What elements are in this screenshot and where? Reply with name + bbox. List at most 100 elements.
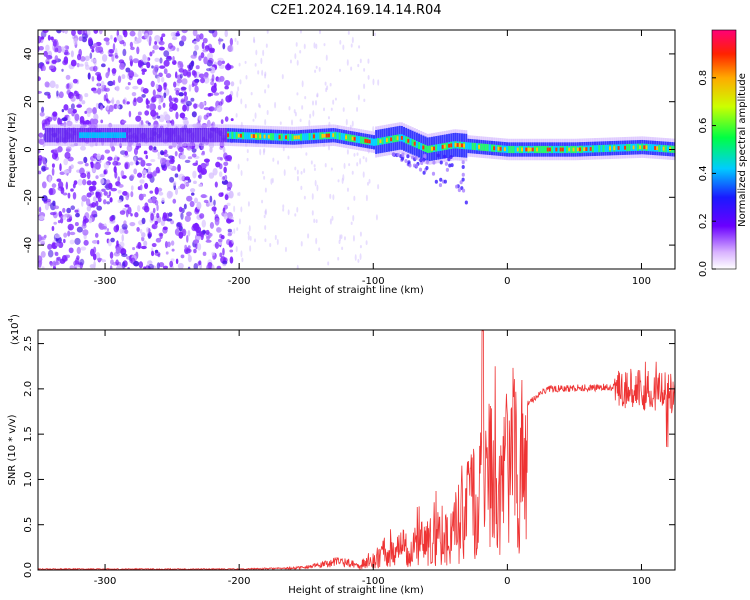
spectrogram-noise-cell bbox=[173, 81, 177, 88]
spectrogram-noise-cell bbox=[332, 194, 335, 201]
spectrogram-noise-cell bbox=[203, 199, 209, 204]
spectrogram-noise-cell bbox=[168, 95, 172, 103]
spectrogram-noise-cell bbox=[203, 107, 210, 111]
spectrogram-noise-cell bbox=[238, 218, 241, 225]
spectrogram-ridge-core bbox=[651, 144, 654, 152]
spectrogram-ridge-core bbox=[604, 144, 607, 153]
spectrogram-noise-cell bbox=[239, 79, 242, 85]
spectrogram-noise-cell bbox=[247, 234, 250, 241]
spectrogram-noise-cell bbox=[82, 215, 87, 222]
spectrogram-noise-cell bbox=[184, 215, 191, 222]
spectrogram-noise-cell bbox=[195, 65, 200, 70]
spectrogram-noise-cell bbox=[173, 97, 179, 104]
spectrogram-tail-cell bbox=[422, 170, 426, 175]
spectrogram-noise-cell bbox=[88, 217, 93, 224]
snr-x-tick-label: -200 bbox=[228, 576, 251, 587]
spectrogram-tail-cell bbox=[434, 179, 438, 184]
spectrogram-noise-cell bbox=[97, 80, 100, 89]
spectrogram-noise-cell bbox=[84, 162, 89, 167]
spectrogram-ridge-core bbox=[272, 133, 275, 141]
spectrogram-noise-cell bbox=[294, 111, 297, 117]
spectrogram-noise-cell bbox=[135, 37, 142, 44]
spectrogram-noise-cell bbox=[198, 183, 203, 187]
spectrogram-noise-cell bbox=[47, 249, 54, 258]
spectrogram-noise-cell bbox=[202, 251, 207, 257]
spectrogram-noise-cell bbox=[80, 246, 87, 251]
spectrogram-noise-cell bbox=[261, 170, 264, 175]
spectrogram-noise-cell bbox=[38, 154, 43, 161]
spectrogram-y-tick-label: 0 bbox=[23, 146, 34, 152]
spectrogram-tail-cell bbox=[414, 155, 418, 160]
snr-frame bbox=[37, 329, 676, 571]
spectrogram-noise-cell bbox=[116, 105, 120, 109]
spectrogram-ridge-core bbox=[538, 145, 541, 154]
spectrogram-ridge-core bbox=[304, 133, 307, 141]
spectrogram-ridge-core bbox=[330, 131, 333, 139]
spectrogram-ridge-peak bbox=[413, 141, 416, 146]
spectrogram-noise-cell bbox=[54, 251, 59, 257]
spectrogram-tail-cell bbox=[418, 167, 423, 172]
snr-y-tick-label: 1.0 bbox=[23, 471, 34, 487]
spectrogram-noise-cell bbox=[62, 207, 66, 213]
spectrogram-noise-cell bbox=[213, 92, 220, 96]
spectrogram-noise-cell bbox=[141, 71, 145, 75]
spectrogram-noise-cell bbox=[70, 188, 74, 192]
spectrogram-noise-cell bbox=[72, 192, 77, 200]
spectrogram-noise-cell bbox=[45, 167, 49, 171]
spectrogram-noise-cell bbox=[229, 256, 234, 264]
spectrogram-noise-cell bbox=[114, 55, 119, 59]
spectrogram-noise-cell bbox=[56, 45, 63, 54]
spectrogram-noise-cell bbox=[133, 156, 137, 165]
spectrogram-ridge-core bbox=[508, 145, 511, 154]
spectrogram-ridge-core bbox=[630, 143, 633, 152]
spectrogram-noise-cell bbox=[118, 59, 125, 64]
spectrogram-noise-cell bbox=[106, 104, 110, 111]
spectrogram-noise-cell bbox=[209, 221, 215, 229]
spectrogram-noise-cell bbox=[294, 166, 297, 171]
spectrogram-noise-cell bbox=[354, 254, 357, 261]
spectrogram-noise-cell bbox=[324, 81, 327, 86]
spectrogram-noise-cell bbox=[40, 236, 46, 241]
spectrogram-noise-cell bbox=[264, 225, 267, 231]
spectrogram-noise-cell bbox=[318, 247, 321, 252]
spectrogram-ridge-core bbox=[649, 144, 652, 152]
spectrogram-noise-cell bbox=[92, 153, 98, 159]
spectrogram-noise-cell bbox=[150, 109, 157, 117]
spectrogram-noise-cell bbox=[293, 109, 296, 114]
spectrogram-noise-cell bbox=[172, 55, 175, 62]
spectrogram-tail-cell bbox=[439, 177, 443, 182]
spectrogram-noise-cell bbox=[197, 242, 202, 251]
spectrogram-noise-cell bbox=[287, 209, 290, 216]
spectrogram-noise-cell bbox=[159, 65, 166, 69]
spectrogram-ridge-peak bbox=[632, 145, 635, 150]
spectrogram-noise-cell bbox=[91, 240, 99, 244]
spectrogram-noise-cell bbox=[274, 101, 277, 109]
spectrogram-noise-cell bbox=[174, 187, 178, 196]
spectrogram-ridge-peak bbox=[385, 138, 388, 142]
spectrogram-noise-cell bbox=[174, 71, 178, 79]
snr-y-tick-label: 2.5 bbox=[23, 336, 34, 352]
spectrogram-noise-cell bbox=[139, 228, 143, 234]
spectrogram-noise-cell bbox=[135, 161, 140, 165]
spectrogram-noise-cell bbox=[363, 98, 366, 102]
spectrogram-noise-cell bbox=[180, 212, 184, 220]
spectrogram-noise-cell bbox=[315, 219, 318, 224]
spectrogram-noise-cell bbox=[136, 46, 140, 55]
spectrogram-noise-cell bbox=[145, 154, 149, 160]
spectrogram-noise-cell bbox=[244, 103, 247, 109]
spectrogram-ridge-peak bbox=[364, 138, 367, 143]
spectrogram-noise-cell bbox=[359, 157, 362, 165]
spectrogram-noise-cell bbox=[372, 126, 375, 132]
spectrogram-noise-cell bbox=[366, 181, 369, 186]
spectrogram-noise-cell bbox=[214, 241, 220, 249]
spectrogram-noise-cell bbox=[141, 232, 146, 238]
spectrogram-noise-cell bbox=[162, 226, 168, 234]
spectrogram-noise-cell bbox=[324, 163, 327, 168]
spectrogram-noise-cell bbox=[191, 153, 197, 158]
spectrogram-noise-cell bbox=[187, 229, 191, 237]
spectrogram-noise-cell bbox=[77, 30, 83, 35]
spectrogram-noise-cell bbox=[220, 119, 224, 125]
spectrogram-ridge-core bbox=[540, 145, 543, 154]
spectrogram-noise-cell bbox=[133, 260, 140, 267]
